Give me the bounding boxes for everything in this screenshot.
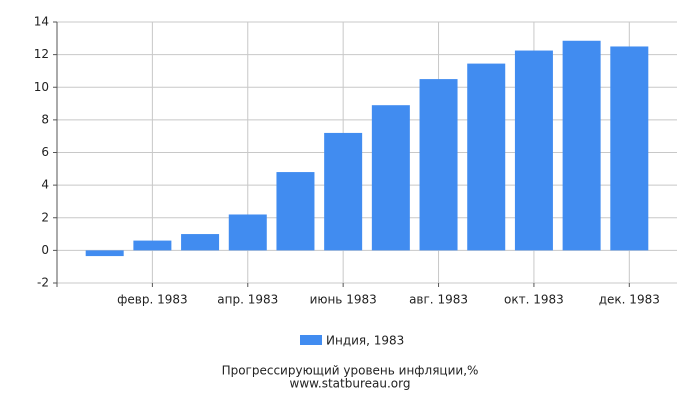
legend-swatch [300, 335, 322, 345]
y-tick-label: -2 [37, 276, 49, 290]
bar [324, 132, 363, 251]
bar [467, 63, 506, 251]
y-tick-label: 0 [41, 243, 49, 257]
x-tick-label: июнь 1983 [310, 293, 377, 307]
y-tick-label: 6 [41, 145, 49, 159]
bar [85, 250, 124, 257]
y-tick-label: 14 [34, 15, 49, 29]
bar [562, 40, 601, 251]
y-tick-label: 12 [34, 47, 49, 61]
x-tick-label: окт. 1983 [504, 293, 564, 307]
chart-source: www.statbureau.org [290, 377, 411, 391]
y-tick-label: 2 [41, 210, 49, 224]
bar [371, 105, 410, 251]
x-tick-label: апр. 1983 [217, 293, 278, 307]
y-tick-label: 8 [41, 112, 49, 126]
bar [181, 234, 220, 251]
bar [419, 79, 458, 251]
legend-label: Индия, 1983 [326, 334, 404, 348]
x-tick-label: авг. 1983 [409, 293, 468, 307]
x-tick-label: дек. 1983 [599, 293, 660, 307]
chart-title: Прогрессирующий уровень инфляции,% [222, 364, 479, 378]
y-tick-label: 10 [34, 80, 49, 94]
bar [228, 214, 267, 251]
bar [133, 240, 172, 251]
y-tick-label: 4 [41, 178, 49, 192]
bar [514, 50, 553, 251]
bar [610, 46, 649, 251]
bar [276, 172, 315, 251]
x-tick-label: февр. 1983 [117, 293, 188, 307]
